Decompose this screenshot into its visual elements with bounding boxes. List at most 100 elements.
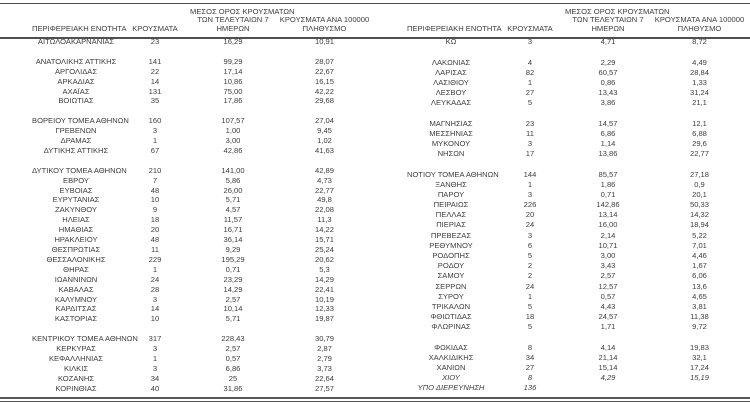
table-row: ΡΕΘΥΜΝΟΥ 6 10,71 7,01 [377, 241, 748, 251]
table-row: ΣΥΡΟΥ 1 0,57 4,65 [377, 292, 748, 302]
table-row: ΗΜΑΘΙΑΣ 20 16,71 14,22 [2, 225, 373, 235]
avg7-cell: 14,57 [598, 118, 618, 128]
region-cell: ΚΕΦΑΛΛΗΝΙΑΣ [48, 353, 104, 363]
region-cell: ΥΠΟ ΔΙΕΡΕΥΝΗΣΗ [417, 383, 485, 393]
per100k-cell: 19,83 [689, 342, 709, 352]
cases-cell: 34 [525, 352, 535, 362]
region-cell: ΦΘΙΩΤΙΔΑΣ [430, 312, 472, 322]
table-row: ΧΑΝΙΩΝ 27 15,14 17,24 [377, 363, 748, 373]
spacer-cell [2, 324, 373, 334]
region-cell: ΦΩΚΙΔΑΣ [434, 342, 468, 352]
group-spacer-row [2, 106, 373, 116]
region-cell: ΣΕΡΡΩΝ [435, 281, 467, 291]
table-row: ΝΟΤΙΟΥ ΤΟΜΕΑ ΑΘΗΝΩΝ 144 85,57 27,18 [377, 169, 748, 179]
per100k-cell: 42,89 [314, 165, 334, 175]
avg7-cell: 4,57 [225, 205, 241, 215]
per100k-cell: 32,1 [692, 352, 707, 362]
table-row: ΚΩ 3 4,71 8,72 [377, 37, 748, 47]
avg7-cell: 26,00 [223, 185, 243, 195]
per100k-cell: 28,07 [314, 56, 334, 66]
table-row: ΚΕΡΚΥΡΑΣ 3 2,57 2,87 [2, 344, 373, 354]
table-body-left: ΑΙΤΩΛΟΑΚΑΡΝΑΝΙΑΣ 23 16,29 10,91 ΑΝΑΤΟΛΙΚΗΣ Α… [2, 37, 373, 394]
table-row: ΛΕΥΚΑΔΑΣ 5 3,86 21,1 [377, 98, 748, 108]
cases-cell: 24 [525, 281, 535, 291]
region-cell: ΝΗΣΩΝ [437, 149, 465, 159]
per100k-cell: 41,63 [314, 145, 334, 155]
region-cell: ΒΟΙΩΤΙΑΣ [58, 96, 94, 106]
cases-cell: 8 [527, 342, 533, 352]
region-cell: ΑΧΑΪΑΣ [62, 86, 90, 96]
region-cell: ΓΡΕΒΕΝΩΝ [55, 126, 97, 136]
avg7-cell: 10,14 [223, 304, 243, 314]
cases-cell: 9 [152, 205, 158, 215]
per100k-cell: 2,87 [317, 344, 332, 354]
per100k-cell: 4,46 [692, 251, 707, 261]
header-separator-rule [0, 37, 750, 39]
per100k-cell: 8,72 [692, 37, 707, 47]
region-cell: ΚΙΛΚΙΣ [63, 363, 89, 373]
region-cell: ΙΩΑΝΝΙΝΩΝ [54, 274, 98, 284]
per100k-cell: 9,45 [317, 126, 332, 136]
table-row: ΛΕΣΒΟΥ 27 13,43 31,24 [377, 88, 748, 98]
column-header-cases: ΚΡΟΥΣΜΑΤΑ [132, 24, 178, 34]
avg7-cell: 4,14 [600, 342, 616, 352]
avg7-cell: 23,29 [223, 274, 243, 284]
cases-cell: 144 [523, 169, 537, 179]
region-cell: ΣΥΡΟΥ [438, 291, 464, 301]
avg7-cell: 36,14 [223, 235, 243, 245]
table-row: ΑΙΤΩΛΟΑΚΑΡΝΑΝΙΑΣ 23 16,29 10,91 [2, 37, 373, 47]
avg7-cell: 25 [228, 373, 238, 383]
table-row: ΜΑΓΝΗΣΙΑΣ 23 14,57 12,1 [377, 118, 748, 128]
region-cell: ΦΛΩΡΙΝΑΣ [431, 322, 471, 332]
table-row: ΗΡΑΚΛΕΙΟΥ 48 36,14 15,71 [2, 235, 373, 245]
cases-cell: 35 [150, 96, 160, 106]
table-row: ΘΕΣΠΡΩΤΙΑΣ 11 9,29 25,24 [2, 245, 373, 255]
spacer-cell [377, 108, 748, 118]
per100k-cell: 30,79 [314, 334, 334, 344]
table-row: ΚΑΒΑΛΑΣ 28 14,29 22,41 [2, 285, 373, 295]
cases-cell: 5 [527, 322, 533, 332]
table-row: ΕΒΡΟΥ 7 5,86 4,73 [2, 176, 373, 186]
header-row: ΠΕΡΙΦΕΡΕΙΑΚΗ ΕΝΟΤΗΤΑ ΚΡΟΥΣΜΑΤΑ ΜΕΣΟΣ ΟΡΟ… [377, 4, 748, 37]
spacer-cell [377, 332, 748, 342]
cases-cell: 10 [150, 195, 160, 205]
per100k-cell: 5,22 [692, 230, 707, 240]
cases-cell: 2 [527, 271, 533, 281]
avg7-cell: 0,71 [600, 189, 616, 199]
region-cell: ΔΥΤΙΚΗΣ ΑΤΤΙΚΗΣ [43, 145, 109, 155]
table-row: ΚΟΖΑΝΗΣ 34 25 22,64 [2, 374, 373, 384]
per100k-cell: 22,77 [314, 185, 334, 195]
column-header-avg7: ΜΕΣΟΣ ΟΡΟΣ ΚΡΟΥΣΜΑΤΩΝ ΤΩΝ ΤΕΛΕΥΤΑΙΩΝ 7 Η… [565, 6, 670, 34]
region-cell: ΜΕΣΣΗΝΙΑΣ [429, 128, 473, 138]
per100k-cell: 22,64 [314, 373, 334, 383]
spacer-cell [2, 106, 373, 116]
avg7-cell: 107,57 [221, 116, 245, 126]
table-row: ΦΘΙΩΤΙΔΑΣ 18 24,57 11,38 [377, 312, 748, 322]
avg7-cell: 15,14 [598, 363, 618, 373]
cases-cell: 17 [525, 149, 535, 159]
cases-cell: 22 [150, 66, 160, 76]
tables-container: ΠΕΡΙΦΕΡΕΙΑΚΗ ΕΝΟΤΗΤΑ ΚΡΟΥΣΜΑΤΑ ΜΕΣΟΣ ΟΡΟ… [0, 4, 750, 394]
cases-cell: 23 [525, 118, 535, 128]
per100k-cell: 22,41 [314, 284, 334, 294]
cases-cell: 11 [151, 244, 159, 254]
cases-cell: 18 [150, 215, 160, 225]
table-row: ΑΝΑΤΟΛΙΚΗΣ ΑΤΤΙΚΗΣ 141 99,29 28,07 [2, 57, 373, 67]
per100k-cell: 3,73 [317, 363, 332, 373]
cases-cell: 226 [523, 200, 537, 210]
avg7-cell: 1,14 [600, 138, 616, 148]
region-cell: ΛΕΣΒΟΥ [435, 88, 467, 98]
table-row: ΜΥΚΟΝΟΥ 3 1,14 29,6 [377, 139, 748, 149]
avg7-cell: 11,57 [223, 215, 243, 225]
region-cell: ΔΥΤΙΚΟΥ ΤΟΜΕΑ ΑΘΗΝΩΝ [32, 165, 127, 175]
spacer-cell [377, 159, 748, 169]
cases-cell: 3 [152, 363, 158, 373]
cases-cell: 6 [527, 240, 533, 250]
cases-cell: 141 [148, 56, 162, 66]
region-cell: ΚΑΣΤΟΡΙΑΣ [54, 314, 98, 324]
table-row: ΧΙΟΥ 8 4,29 15,19 [377, 373, 748, 383]
group-spacer-row [2, 324, 373, 334]
avg7-cell: 42,86 [223, 145, 243, 155]
avg7-cell: 16,71 [223, 225, 243, 235]
